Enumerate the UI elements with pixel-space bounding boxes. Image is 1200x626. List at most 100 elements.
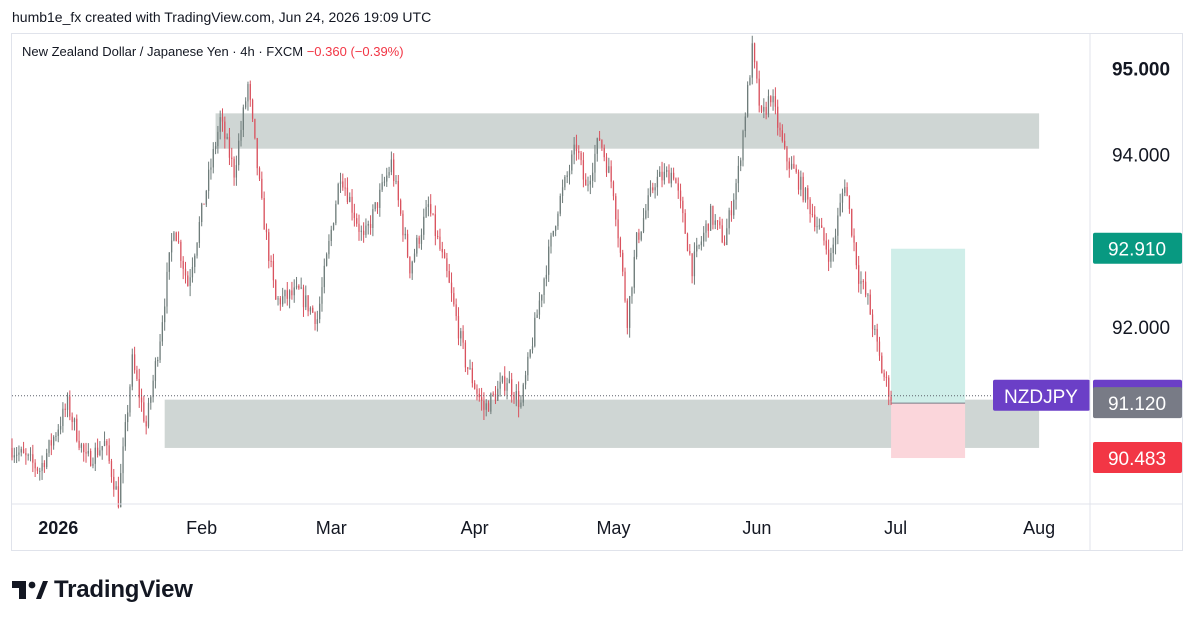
candle-body (240, 129, 242, 141)
candle-body (309, 307, 312, 312)
candle-body (758, 78, 760, 106)
candle-body (191, 266, 194, 278)
candle-body (282, 296, 284, 305)
candle-body (411, 261, 413, 274)
candle-body (490, 393, 492, 412)
candle-body (50, 440, 52, 446)
candle-body (367, 224, 369, 226)
candle-body (814, 214, 816, 228)
candle-body (344, 187, 346, 189)
candle-body (196, 242, 198, 256)
candle-body (545, 274, 548, 279)
symbol-name: New Zealand Dollar / Japanese Yen · 4h ·… (22, 44, 304, 59)
candle-body (719, 221, 721, 226)
candle-body (487, 403, 490, 412)
candle-body (608, 166, 610, 173)
candle-body (187, 275, 189, 287)
candle-body (360, 230, 362, 232)
candle-body (610, 166, 612, 182)
candle-body (108, 445, 110, 462)
candle-body (302, 287, 305, 308)
candle-body (346, 187, 349, 202)
candle-body (807, 188, 809, 200)
candle-body (575, 144, 578, 152)
candle-body (328, 240, 330, 255)
candle-body (594, 153, 596, 173)
candle-body (765, 106, 767, 115)
candle-body (164, 306, 166, 323)
candle-body (649, 187, 652, 196)
candle-body (184, 268, 187, 276)
x-tick-label: May (596, 518, 630, 538)
candle-body (760, 105, 763, 112)
candle-body (693, 251, 696, 277)
candle-body (393, 159, 395, 181)
candle-body (358, 223, 360, 232)
candle-body (425, 207, 427, 217)
candle-body (319, 303, 321, 320)
candle-body (871, 314, 874, 330)
candle-body (598, 138, 601, 141)
candle-body (143, 402, 145, 422)
candle-body (233, 158, 235, 178)
candle-body (786, 147, 788, 162)
candle-body (173, 232, 175, 241)
symbol-tag-label: NZDJPY (1004, 387, 1078, 408)
candle-body (508, 379, 510, 384)
candle-body (682, 200, 684, 214)
candle-body (784, 140, 786, 148)
candle-body (83, 444, 85, 453)
candle-body (76, 418, 78, 441)
candle-body (571, 154, 573, 171)
candle-body (596, 138, 598, 154)
candle-body (284, 290, 286, 297)
candle-body (376, 202, 379, 208)
candle-body (177, 241, 180, 243)
candle-body (654, 187, 656, 191)
candle-body (844, 187, 846, 193)
candle-body (557, 213, 559, 227)
candle-body (133, 354, 136, 371)
candle-body (522, 384, 524, 403)
candle-body (263, 197, 265, 230)
candle-body (476, 388, 478, 394)
candle-body (351, 196, 353, 213)
candle-body (18, 452, 20, 455)
candle-body (633, 256, 635, 288)
candle-body (418, 237, 420, 244)
candle-body (689, 251, 691, 254)
candle-body (94, 447, 96, 464)
candle-body (235, 165, 238, 178)
candle-body (675, 178, 677, 184)
price-tag-target (1093, 232, 1182, 264)
candle-body (751, 43, 753, 78)
candle-body (80, 444, 83, 448)
candle-body (439, 236, 441, 249)
candle-body (878, 341, 881, 356)
candle-body (314, 312, 316, 324)
candle-body (635, 232, 638, 257)
chart-header: humb1e_fx created with TradingView.com, … (12, 9, 432, 25)
candle-body (238, 140, 240, 166)
candle-body (467, 367, 469, 369)
candle-body (113, 476, 115, 490)
candle-body (11, 447, 13, 458)
candle-body (735, 183, 737, 200)
candle-body (307, 295, 309, 312)
candle-body (138, 378, 140, 398)
candle-body (839, 202, 841, 216)
brand-logo[interactable]: TradingView (12, 576, 193, 604)
candle-body (430, 204, 432, 214)
candle-body (106, 441, 108, 446)
candle-body (369, 224, 372, 228)
candle-body (78, 440, 80, 448)
candle-body (337, 183, 339, 205)
candle-body (619, 238, 622, 253)
candle-body (723, 242, 726, 245)
target-zone (891, 248, 966, 404)
candle-body (471, 368, 473, 384)
candle-body (117, 486, 120, 508)
candle-body (837, 215, 839, 236)
candle-body (659, 171, 661, 177)
